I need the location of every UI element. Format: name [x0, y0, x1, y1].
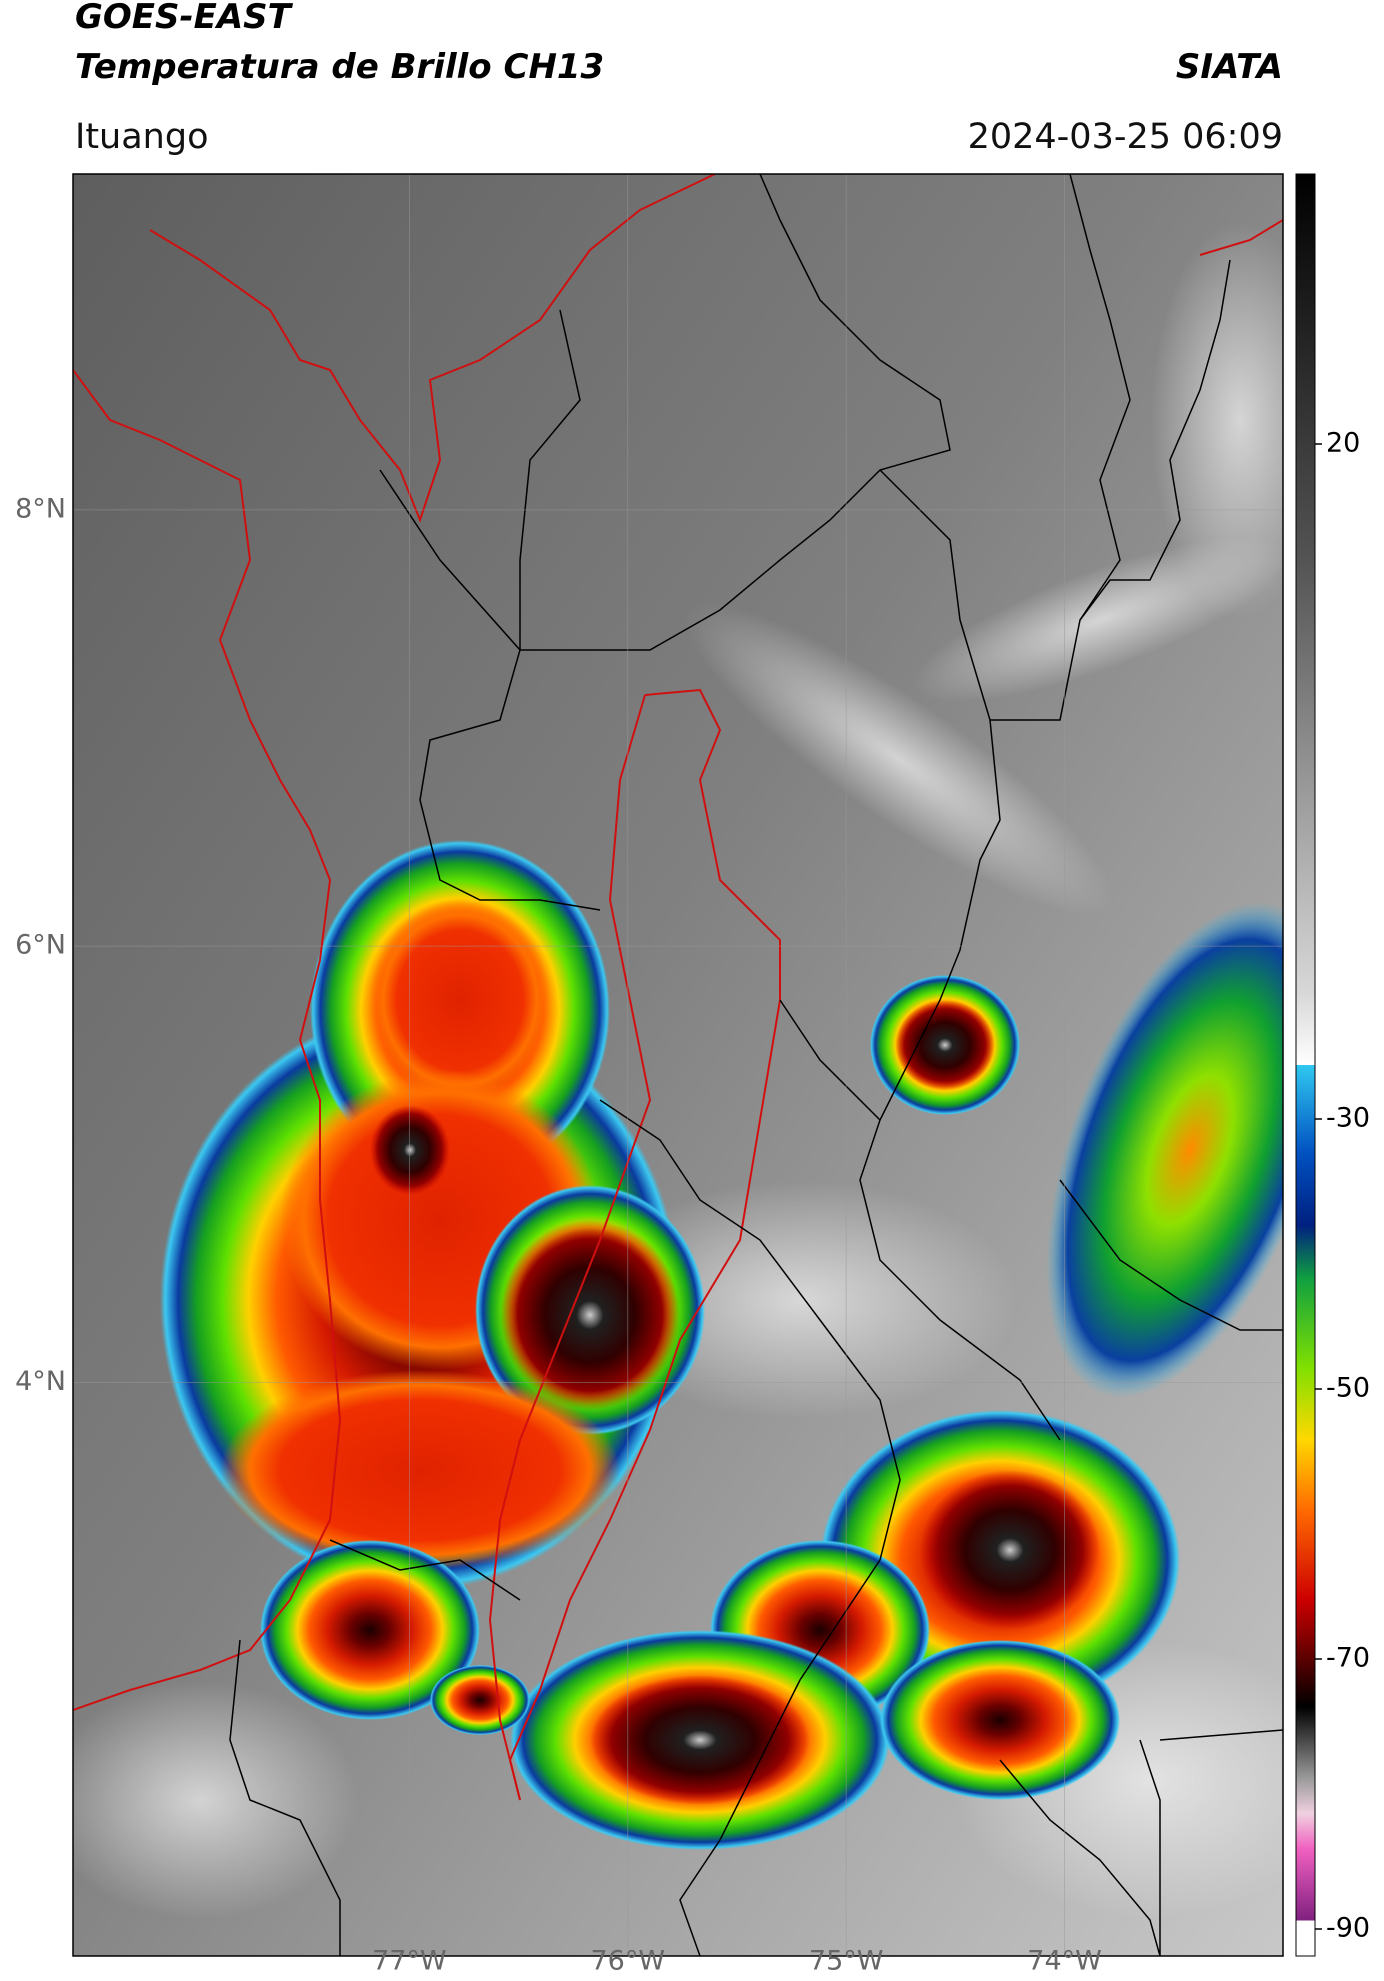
- datetime: 2024-03-25 06:09: [968, 117, 1283, 157]
- colorbar-tick-label: 20: [1326, 428, 1360, 459]
- colorbar: [1295, 173, 1316, 1957]
- grid: [73, 174, 1283, 1956]
- colorbar-tick-label: -90: [1326, 1913, 1370, 1944]
- lat-tick-label: 8°N: [15, 493, 66, 524]
- coastline: [73, 174, 1283, 1801]
- convective-cells: [160, 840, 1283, 1850]
- lat-tick-label: 6°N: [15, 930, 66, 961]
- subtitle: Temperatura de Brillo CH13: [75, 47, 604, 87]
- map-frame: [72, 173, 1284, 1957]
- lon-tick-label: 77°W: [372, 1946, 447, 1977]
- map-area: [73, 174, 1283, 1956]
- title: GOES-EAST: [75, 0, 294, 37]
- boundaries: [229, 174, 1283, 1956]
- location: Ituango: [75, 117, 209, 157]
- colorbar-tick-label: -70: [1326, 1643, 1370, 1674]
- colorbar-tick-label: -30: [1326, 1103, 1370, 1134]
- lon-tick-label: 74°W: [1027, 1946, 1102, 1977]
- lon-tick-label: 76°W: [590, 1946, 665, 1977]
- lat-tick-label: 4°N: [15, 1366, 66, 1397]
- lon-tick-label: 75°W: [809, 1946, 884, 1977]
- brand: SIATA: [1176, 47, 1283, 87]
- ticks: 77°W 76°W 75°W 74°W 8°N 6°N 4°N 20 -30 -50 -70 -90: [15, 428, 1370, 1977]
- colorbar-tick-label: -50: [1326, 1373, 1370, 1404]
